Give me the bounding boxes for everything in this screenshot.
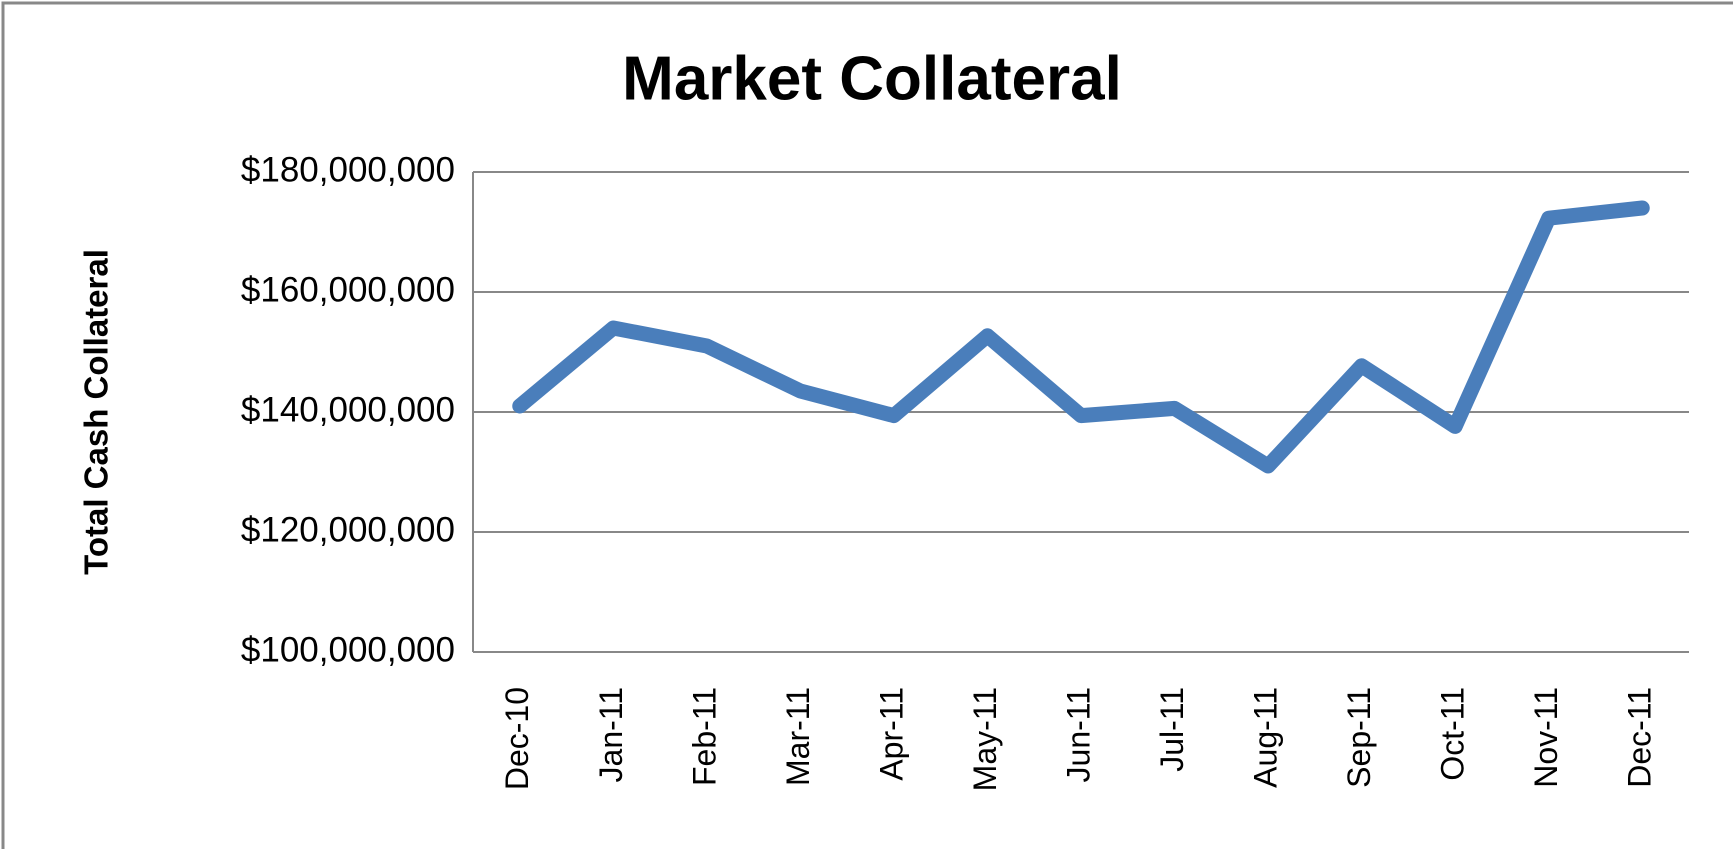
x-tick-label: Apr-11 (873, 687, 909, 781)
y-axis-title: Total Cash Collateral (78, 249, 115, 575)
x-tick-label: Aug-11 (1248, 687, 1284, 788)
y-tick-label: $140,000,000 (241, 390, 455, 429)
x-tick-label: Dec-10 (499, 687, 535, 790)
x-tick-label: Mar-11 (780, 687, 816, 786)
y-tick-label: $180,000,000 (241, 150, 455, 189)
x-tick-label: Dec-11 (1622, 687, 1658, 788)
x-tick-label: Nov-11 (1528, 687, 1564, 788)
x-tick-label: Oct-11 (1435, 687, 1471, 781)
chart-title: Market Collateral (622, 44, 1122, 113)
y-tick-label: $120,000,000 (241, 510, 455, 549)
x-tick-label: May-11 (967, 687, 1003, 791)
line-series (512, 200, 1650, 474)
x-tick-label: Feb-11 (686, 687, 722, 786)
x-tick-label: Jul-11 (1154, 687, 1190, 772)
x-tick-label: Jan-11 (593, 687, 629, 782)
y-tick-label: $100,000,000 (241, 630, 455, 669)
y-tick-label: $160,000,000 (241, 270, 455, 309)
x-tick-label: Jun-11 (1060, 687, 1096, 782)
x-tick-label: Sep-11 (1341, 687, 1377, 788)
